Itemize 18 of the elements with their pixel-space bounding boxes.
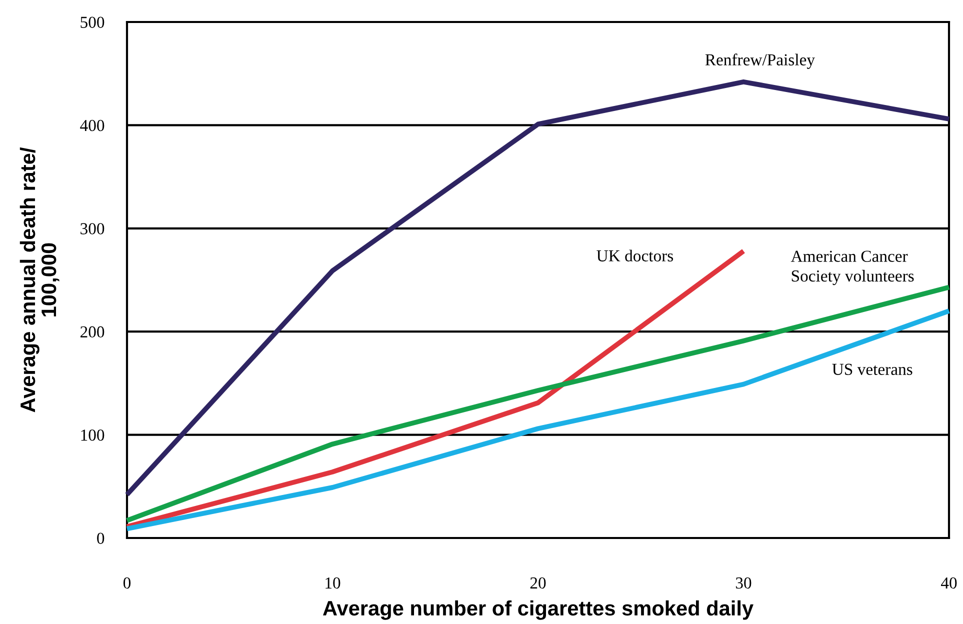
- x-axis-title: Average number of cigarettes smoked daily: [322, 600, 754, 620]
- series-label: American Cancer Society volunteers: [790, 250, 914, 286]
- y-axis-title: Average annual death rate/ 100,000: [20, 147, 60, 412]
- series-label: Renfrew/Paisley: [705, 54, 815, 69]
- x-tick-label: 10: [326, 577, 340, 589]
- y-tick-label: 100: [81, 430, 104, 441]
- y-tick-label: 200: [80, 326, 104, 338]
- series-label: US veterans: [832, 364, 912, 375]
- x-tick-label: 0: [123, 577, 131, 589]
- y-tick-label: 400: [80, 120, 104, 132]
- x-tick-label: 30: [736, 577, 752, 589]
- x-tick-label: 40: [940, 577, 957, 589]
- line-series: [124, 79, 952, 498]
- text: UK doctors: [596, 250, 674, 262]
- y-tick-label: 500: [80, 16, 104, 28]
- y-tick-label: 0: [97, 532, 104, 544]
- y-tick-label: 300: [80, 223, 104, 234]
- x-tick-label: 20: [530, 577, 546, 589]
